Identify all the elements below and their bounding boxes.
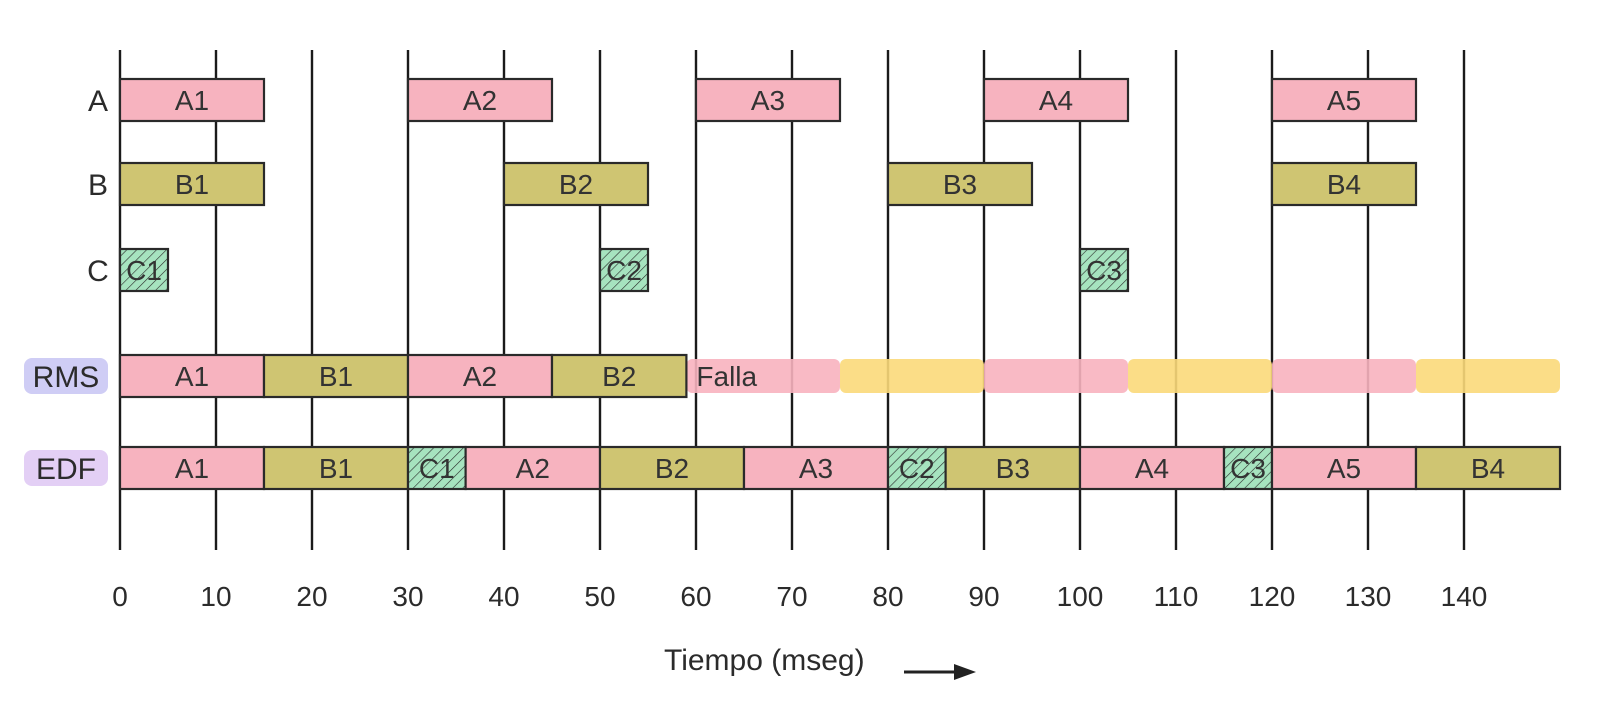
segment-a3 xyxy=(694,77,842,123)
segment-label: C1 xyxy=(126,255,162,286)
x-tick-label: 30 xyxy=(392,581,423,612)
segment-a4 xyxy=(1078,445,1226,491)
row-badge-edf xyxy=(24,450,108,486)
segment-label: B4 xyxy=(1471,453,1505,484)
segment-label: A5 xyxy=(1327,85,1361,116)
row-label-edf: EDF xyxy=(36,453,96,486)
segment-label: A2 xyxy=(463,361,497,392)
x-tick-label: 0 xyxy=(112,581,128,612)
x-tick-label: 10 xyxy=(200,581,231,612)
segment-label: C2 xyxy=(899,453,935,484)
segment-b3 xyxy=(886,161,1034,207)
x-tick-label: 70 xyxy=(776,581,807,612)
segment-label: B2 xyxy=(655,453,689,484)
task-rows: A A1 A2 A3 A4 A5 B B1 B2 B3 B4 C C1 C2 C3 RMS Falla A1 B1 A… xyxy=(24,77,1562,491)
segment-a3 xyxy=(742,445,890,491)
segment-a4 xyxy=(982,77,1130,123)
failure-segment xyxy=(840,359,984,393)
segment-label: C3 xyxy=(1230,453,1266,484)
segment-label: A1 xyxy=(175,85,209,116)
arrow-right-icon xyxy=(904,664,976,680)
row-a: A A1 A2 A3 A4 A5 xyxy=(88,77,1418,123)
segment-label: B1 xyxy=(175,169,209,200)
row-c: C C1 C2 C3 xyxy=(87,247,1130,293)
x-tick-label: 100 xyxy=(1057,581,1104,612)
segment-b1 xyxy=(262,353,410,399)
x-tick-label: 80 xyxy=(872,581,903,612)
segment-label: A1 xyxy=(175,361,209,392)
segment-a2 xyxy=(406,353,554,399)
segment-label: B3 xyxy=(943,169,977,200)
row-rms: RMS Falla A1 B1 A2 B2 xyxy=(24,353,1560,399)
segment-c2 xyxy=(886,445,947,491)
x-tick-label: 60 xyxy=(680,581,711,612)
failure-segment xyxy=(686,359,840,393)
row-label-a: A xyxy=(88,85,108,118)
segment-label: A2 xyxy=(463,85,497,116)
x-tick-label: 130 xyxy=(1345,581,1392,612)
segment-label: B4 xyxy=(1327,169,1361,200)
segment-label: A1 xyxy=(175,453,209,484)
segment-label: A5 xyxy=(1327,453,1361,484)
segment-b3 xyxy=(944,445,1082,491)
x-tick-label: 110 xyxy=(1154,581,1199,612)
segment-label: A3 xyxy=(799,453,833,484)
segment-b2 xyxy=(502,161,650,207)
failure-segment xyxy=(984,359,1128,393)
segment-label: B1 xyxy=(319,361,353,392)
segment-a2 xyxy=(406,77,554,123)
segment-b2 xyxy=(598,445,746,491)
segment-c3 xyxy=(1222,445,1274,491)
segment-label: B2 xyxy=(602,361,636,392)
failure-segment xyxy=(1416,359,1560,393)
failure-label: Falla xyxy=(696,361,757,392)
x-axis-title: Tiempo (mseg) xyxy=(664,644,865,677)
row-label-b: B xyxy=(88,169,108,202)
segment-label: A4 xyxy=(1039,85,1073,116)
segment-label: C2 xyxy=(606,255,642,286)
x-tick-label: 40 xyxy=(488,581,519,612)
x-axis-title-group: Tiempo (mseg) xyxy=(664,644,976,680)
segment-c1 xyxy=(118,247,170,293)
segment-a5 xyxy=(1270,445,1418,491)
x-tick-label: 20 xyxy=(296,581,327,612)
segment-c3 xyxy=(1078,247,1130,293)
segment-c2 xyxy=(598,247,650,293)
segment-a2 xyxy=(464,445,602,491)
row-label-rms: RMS xyxy=(33,361,100,394)
segment-b1 xyxy=(262,445,410,491)
segment-b1 xyxy=(118,161,266,207)
failure-segment xyxy=(1128,359,1272,393)
segment-label: B1 xyxy=(319,453,353,484)
segment-label: B2 xyxy=(559,169,593,200)
segment-label: A3 xyxy=(751,85,785,116)
segment-b4 xyxy=(1270,161,1418,207)
segment-label: A4 xyxy=(1135,453,1169,484)
row-edf: EDF A1 B1 C1 A2 B2 A3 C2 B3 A4 C3 A5 B4 xyxy=(24,445,1562,491)
segment-label: A2 xyxy=(516,453,550,484)
segment-label: B3 xyxy=(996,453,1030,484)
segment-label: C3 xyxy=(1086,255,1122,286)
x-tick-label: 50 xyxy=(584,581,615,612)
x-tick-label: 90 xyxy=(968,581,999,612)
segment-a1 xyxy=(118,77,266,123)
segment-a5 xyxy=(1270,77,1418,123)
row-label-c: C xyxy=(87,255,109,288)
x-tick-label: 140 xyxy=(1441,581,1488,612)
segment-label: C1 xyxy=(419,453,455,484)
segment-b2 xyxy=(550,353,688,399)
x-tick-label: 120 xyxy=(1249,581,1296,612)
segment-b4 xyxy=(1414,445,1562,491)
x-axis-ticks: 0 10 20 30 40 50 60 70 80 90 100 110 120 130 140 xyxy=(112,581,1487,612)
row-badge-rms xyxy=(24,358,108,394)
row-b: B B1 B2 B3 B4 xyxy=(88,161,1418,207)
failure-segment xyxy=(1272,359,1416,393)
